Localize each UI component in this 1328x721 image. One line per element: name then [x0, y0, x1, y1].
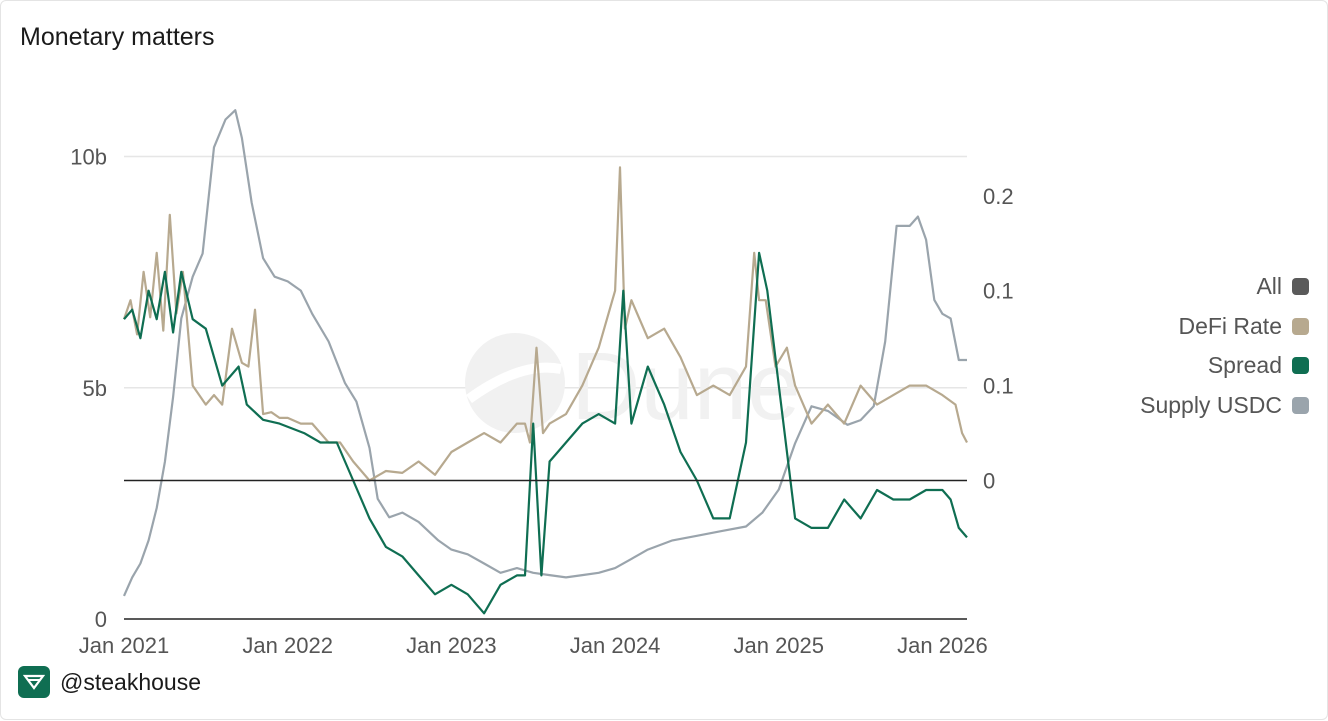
- series-line-supply-usdc: [122, 109, 967, 597]
- footer: @steakhouse: [18, 666, 201, 698]
- legend-swatch: [1292, 317, 1309, 335]
- series-line-defi-rate: [122, 166, 968, 482]
- dune-logo-stripe: [466, 362, 562, 404]
- right-axis-tick-label: 0.1: [983, 374, 1014, 399]
- x-axis-tick-label: Jan 2026: [897, 633, 988, 658]
- left-axis-tick-label: 10b: [70, 145, 107, 170]
- legend: All DeFi Rate Spread Supply USDC: [1140, 267, 1309, 425]
- left-axis-tick-label: 5b: [83, 376, 107, 401]
- axes: 0 5b 10b 0 0.1 0.1 0.2 Jan 2021 Jan 2022 Jan 2023…: [70, 145, 1013, 659]
- legend-item-supply-usdc[interactable]: Supply USDC: [1140, 386, 1309, 426]
- series-line-spread: [123, 251, 968, 615]
- legend-item-defi-rate[interactable]: DeFi Rate: [1140, 307, 1309, 347]
- steakhouse-logo-icon: [18, 666, 50, 698]
- legend-swatch: [1292, 396, 1309, 414]
- dune-logo-icon: [465, 333, 565, 433]
- legend-swatch: [1292, 278, 1309, 296]
- x-axis-tick-label: Jan 2023: [406, 633, 497, 658]
- chart-title: Monetary matters: [20, 23, 215, 51]
- right-axis-tick-label: 0.2: [983, 184, 1014, 209]
- x-axis-tick-label: Jan 2021: [79, 633, 170, 658]
- x-axis-tick-label: Jan 2024: [570, 633, 661, 658]
- watermark-text: Dune: [571, 333, 801, 440]
- x-axis-tick-label: Jan 2022: [242, 633, 333, 658]
- legend-label: Spread: [1207, 352, 1282, 379]
- legend-item-all[interactable]: All: [1140, 267, 1309, 307]
- left-axis-tick-label: 0: [95, 607, 107, 632]
- legend-swatch: [1292, 357, 1309, 375]
- right-axis-tick-label: 0.1: [983, 279, 1014, 304]
- x-axis-tick-label: Jan 2025: [733, 633, 824, 658]
- legend-label: DeFi Rate: [1178, 312, 1282, 339]
- legend-item-spread[interactable]: Spread: [1140, 346, 1309, 386]
- series-lines: [122, 109, 968, 615]
- legend-label: All: [1256, 273, 1282, 300]
- legend-label: Supply USDC: [1140, 391, 1282, 418]
- right-axis-tick-label: 0: [983, 468, 995, 493]
- author-handle: @steakhouse: [60, 668, 201, 695]
